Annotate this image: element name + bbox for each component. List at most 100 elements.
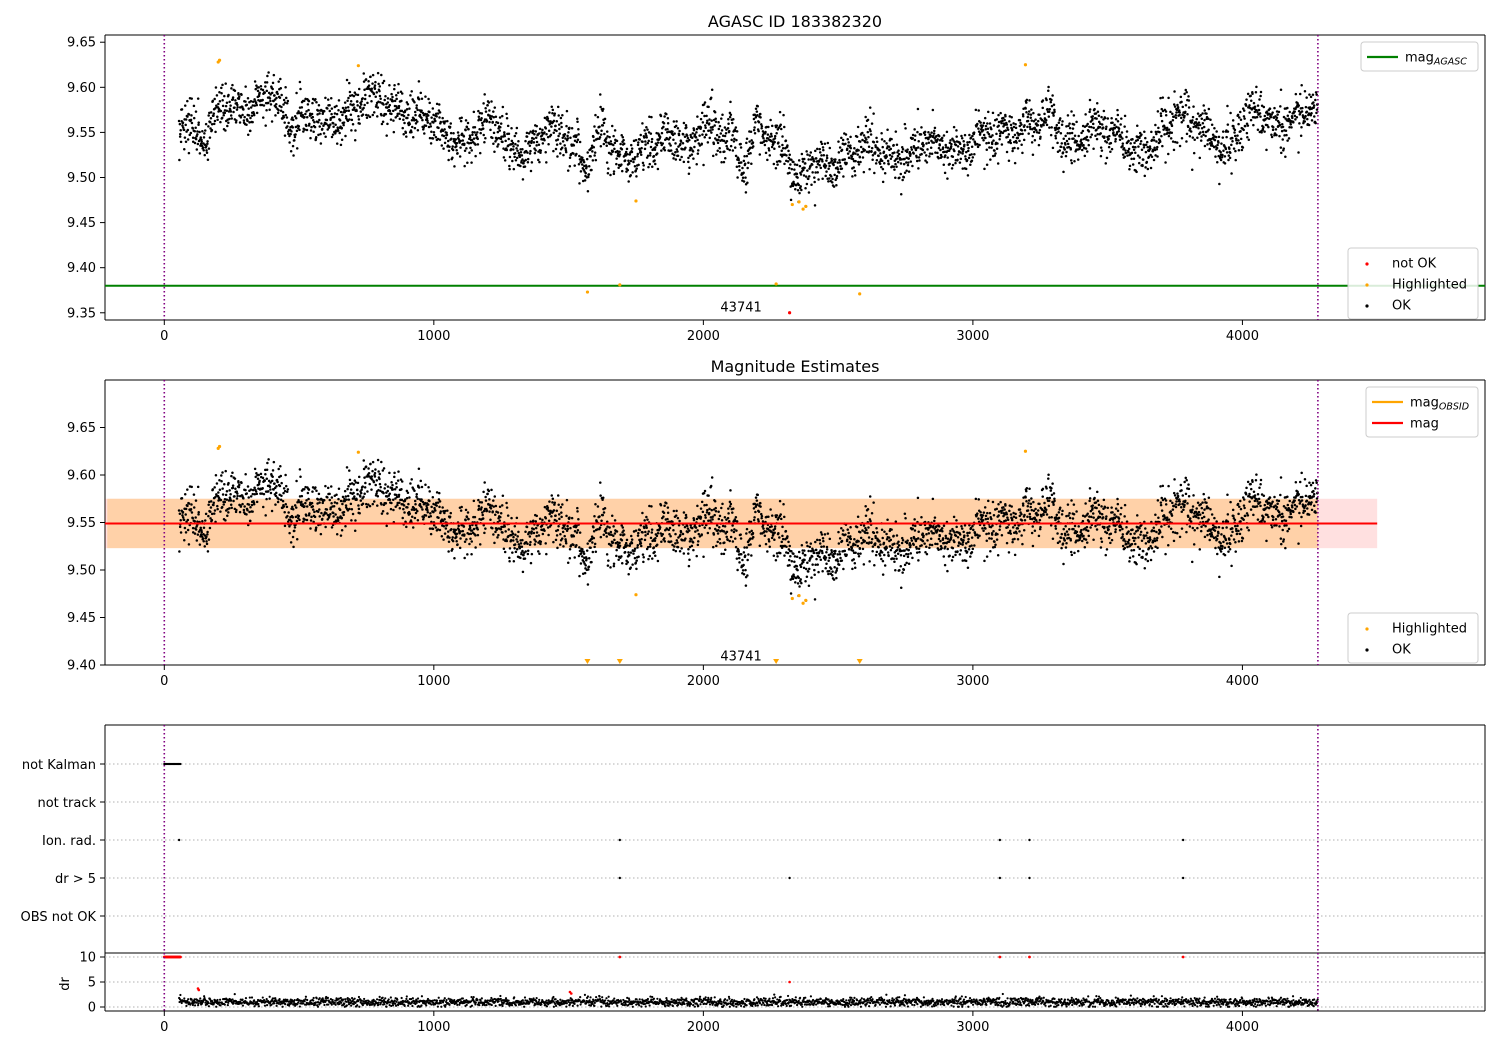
ok-point	[1004, 129, 1008, 132]
ok-point	[403, 511, 406, 514]
ok-point	[937, 134, 941, 138]
ok-point	[671, 130, 674, 133]
ok-point	[1256, 128, 1260, 131]
ok-point	[917, 156, 921, 159]
ok-point	[306, 491, 310, 495]
ok-point	[804, 175, 808, 178]
ok-point	[349, 491, 352, 495]
ok-point	[990, 146, 993, 149]
ok-point	[274, 503, 277, 506]
ok-point	[428, 101, 431, 105]
ok-point	[892, 165, 896, 169]
ok-point	[1128, 168, 1131, 171]
ok-point	[358, 511, 361, 515]
ok-point	[378, 482, 382, 486]
ok-point	[181, 510, 185, 514]
ok-point	[1199, 113, 1203, 117]
ok-point	[792, 160, 795, 164]
ok-point	[470, 161, 473, 164]
ok-point	[566, 561, 570, 565]
ok-point	[246, 509, 249, 512]
ok-point	[592, 145, 596, 149]
ok-point	[967, 156, 971, 160]
ok-point	[1005, 123, 1009, 126]
ok-point	[530, 552, 534, 556]
ok-point	[707, 129, 710, 132]
ok-point	[1245, 131, 1249, 135]
ok-point	[893, 151, 896, 154]
ok-point	[1271, 111, 1274, 114]
ok-point	[558, 543, 562, 546]
ok-point	[1242, 109, 1246, 112]
ok-point	[672, 157, 675, 160]
ok-point	[1092, 126, 1095, 130]
ok-point	[630, 538, 634, 541]
ok-point	[1064, 143, 1067, 146]
ok-point	[487, 489, 491, 493]
ok-point	[814, 157, 818, 160]
ok-point	[709, 96, 713, 99]
ok-point	[567, 131, 570, 134]
ok-point	[351, 123, 355, 126]
ok-point	[402, 118, 405, 121]
ok-point	[701, 133, 704, 136]
ok-point	[184, 118, 188, 121]
ok-point	[340, 126, 344, 130]
ok-point	[255, 492, 259, 496]
ok-point	[213, 486, 216, 489]
ok-point	[1121, 144, 1124, 148]
ok-point	[321, 501, 324, 505]
ok-point	[596, 137, 599, 141]
ok-point	[815, 165, 818, 169]
ok-point	[295, 147, 299, 150]
ok-point	[391, 95, 394, 99]
top-legend-status-label: Highlighted	[1392, 278, 1467, 293]
ok-point	[398, 501, 401, 504]
ok-point	[404, 109, 407, 112]
ok-point	[1006, 128, 1010, 132]
ok-point	[620, 524, 623, 527]
ok-point	[316, 502, 319, 505]
ok-point	[391, 109, 395, 113]
ok-point	[1251, 92, 1254, 96]
ok-point	[748, 140, 751, 143]
ok-point	[701, 121, 705, 124]
ok-point	[264, 81, 267, 84]
ok-point	[299, 475, 302, 478]
ok-point	[354, 129, 357, 132]
ok-point	[346, 105, 350, 109]
ok-point	[1293, 110, 1296, 113]
ok-point	[369, 75, 372, 79]
ok-point	[352, 94, 356, 98]
ok-point	[910, 148, 914, 151]
ok-point	[480, 501, 484, 504]
ok-point	[254, 101, 258, 105]
ok-point	[207, 125, 210, 128]
ok-point	[269, 99, 272, 103]
ok-point	[1101, 126, 1105, 129]
ok-point	[330, 135, 334, 139]
ok-point	[1262, 105, 1266, 109]
ok-point	[1222, 149, 1225, 153]
ok-point	[364, 465, 368, 468]
ok-point	[555, 509, 559, 512]
ok-point	[517, 151, 521, 155]
ok-point	[711, 128, 714, 131]
ok-point	[706, 119, 709, 122]
ok-point	[992, 139, 995, 142]
ok-point	[321, 127, 324, 131]
ok-point	[1176, 106, 1180, 109]
ok-point	[1164, 126, 1167, 130]
ok-point	[528, 535, 532, 538]
ok-point	[1051, 146, 1055, 150]
ok-point	[717, 138, 720, 141]
ok-point	[382, 491, 385, 495]
ok-point	[1207, 128, 1210, 131]
ok-point	[548, 500, 551, 503]
ok-point	[776, 163, 779, 166]
ok-point	[1220, 142, 1223, 145]
ok-point	[966, 143, 969, 147]
ok-point	[511, 159, 514, 163]
ok-point	[293, 114, 297, 118]
